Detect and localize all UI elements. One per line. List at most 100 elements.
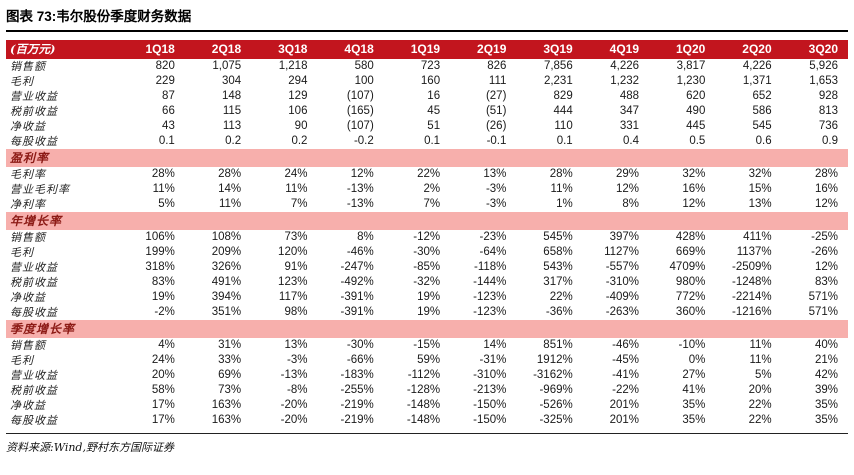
cell-value: 209% <box>211 246 242 258</box>
cell-value: 59% <box>417 354 441 366</box>
cell-value: 723 <box>420 60 441 72</box>
row-label: 净收益 <box>10 399 46 412</box>
row-label: 每股收益 <box>10 135 58 148</box>
cell-value: 851% <box>543 339 573 351</box>
cell-value: (26) <box>485 120 507 132</box>
section-header-label: 年增长率 <box>6 212 848 230</box>
column-header-1Q19: 1Q19 <box>383 40 451 59</box>
cell-value: 21% <box>814 354 838 366</box>
column-header-4Q18: 4Q18 <box>317 40 384 59</box>
cell-value: 326% <box>211 261 242 273</box>
cell-value: 820 <box>155 60 175 72</box>
cell-value: -66% <box>346 354 374 366</box>
cell-value: -20% <box>280 414 308 426</box>
cell-value: (51) <box>485 105 507 117</box>
cell-value: -219% <box>340 399 374 411</box>
cell-value: 22% <box>549 291 573 303</box>
cell-value: 331 <box>619 120 640 132</box>
cell-value: 19% <box>151 291 175 303</box>
cell-value: -41% <box>612 369 640 381</box>
cell-value: 15% <box>748 183 772 195</box>
cell-value: -13% <box>346 183 374 195</box>
cell-value: -310% <box>473 369 507 381</box>
table-row: 营业收益 87 148 129 (107) 16 (27) 829 488 620 652 928 <box>6 89 848 104</box>
cell-value: -15% <box>413 339 441 351</box>
cell-value: 1127% <box>604 246 640 258</box>
cell-value: 347 <box>619 105 640 117</box>
footer-divider <box>6 433 848 434</box>
cell-value: 39% <box>814 384 838 396</box>
row-label: 净收益 <box>10 291 46 304</box>
cell-value: -526% <box>539 399 573 411</box>
cell-value: 43 <box>162 120 175 132</box>
cell-value: -3% <box>485 198 507 210</box>
cell-value: -26% <box>811 246 838 258</box>
cell-value: 199% <box>145 246 175 258</box>
cell-value: -150% <box>473 399 507 411</box>
cell-value: 20% <box>748 384 772 396</box>
cell-value: 120% <box>278 246 308 258</box>
row-label: 营业收益 <box>10 90 58 103</box>
row-label: 毛利 <box>10 75 34 88</box>
cell-value: 5% <box>158 198 175 210</box>
cell-value: -123% <box>473 291 507 303</box>
cell-value: (107) <box>346 90 374 102</box>
cell-value: -85% <box>413 261 441 273</box>
cell-value: 360% <box>675 306 706 318</box>
table-row: 税前收益 66 115 106 (165) 45 (51) 444 347 490 586 813 <box>6 104 848 119</box>
cell-value: 586 <box>752 105 772 117</box>
cell-value: 87 <box>162 90 175 102</box>
cell-value: 11% <box>749 354 772 366</box>
cell-value: 620 <box>686 90 706 102</box>
cell-value: 106% <box>145 231 175 243</box>
title-divider <box>6 30 848 32</box>
figure-title: 图表 73:韦尔股份季度财务数据 <box>6 9 192 24</box>
row-label: 毛利 <box>10 354 34 367</box>
cell-value: -492% <box>340 276 374 288</box>
cell-value: 11% <box>285 183 308 195</box>
cell-value: 488 <box>619 90 640 102</box>
cell-value: 201% <box>609 399 640 411</box>
cell-value: 1,232 <box>610 75 640 87</box>
row-label: 毛利 <box>10 246 34 259</box>
cell-value: -32% <box>413 276 441 288</box>
table-row: 每股收益 17% 163% -20% -219% -148% -150% -325% 201% 3… <box>6 413 848 428</box>
cell-value: 110 <box>554 120 573 132</box>
cell-value: -3% <box>485 183 507 195</box>
cell-value: 3,817 <box>676 60 706 72</box>
cell-value: (27) <box>485 90 507 102</box>
cell-value: 73% <box>218 384 242 396</box>
cell-value: -8% <box>287 384 308 396</box>
cell-value: 91% <box>284 261 308 273</box>
cell-value: -112% <box>407 369 441 381</box>
cell-value: 12% <box>350 168 374 180</box>
cell-value: 658% <box>543 246 573 258</box>
cell-value: 980% <box>675 276 706 288</box>
cell-value: -13% <box>346 198 374 210</box>
cell-value: -219% <box>340 414 374 426</box>
table-header: (百万元) 1Q18 2Q18 3Q18 4Q18 1Q19 2Q19 3Q19 4Q19 1Q2… <box>6 40 848 59</box>
cell-value: 73% <box>284 231 308 243</box>
cell-value: 108% <box>211 231 242 243</box>
cell-value: 29% <box>616 168 640 180</box>
cell-value: 428% <box>675 231 706 243</box>
cell-value: 351% <box>211 306 242 318</box>
cell-value: 1,230 <box>676 75 706 87</box>
cell-value: 11% <box>218 198 242 210</box>
cell-value: 22% <box>748 414 772 426</box>
table-row: 净利率 5% 11% 7% -13% 7% -3% 1% 8% 12% 13% 12% <box>6 197 848 212</box>
cell-value: 40% <box>814 339 838 351</box>
cell-value: -310% <box>605 276 640 288</box>
cell-value: 490 <box>686 105 706 117</box>
table-row: 营业毛利率 11% 14% 11% -13% 2% -3% 11% 12% 16% 15% 16% <box>6 182 848 197</box>
cell-value: -0.2 <box>353 135 374 147</box>
table-row: 毛利率 28% 28% 24% 12% 22% 13% 28% 29% 32% 32% 28% <box>6 167 848 182</box>
cell-value: 12% <box>682 198 706 210</box>
cell-value: 35% <box>814 399 838 411</box>
cell-value: 491% <box>211 276 242 288</box>
cell-value: 545% <box>543 231 573 243</box>
cell-value: 0% <box>688 354 706 366</box>
table-row: 销售额 4% 31% 13% -30% -15% 14% 851% -46% -10% 11% 40% <box>6 338 848 353</box>
table-row: 毛利 24% 33% -3% -66% 59% -31% 1912% -45% 0% 11% 21% <box>6 353 848 368</box>
cell-value: 69% <box>218 369 242 381</box>
